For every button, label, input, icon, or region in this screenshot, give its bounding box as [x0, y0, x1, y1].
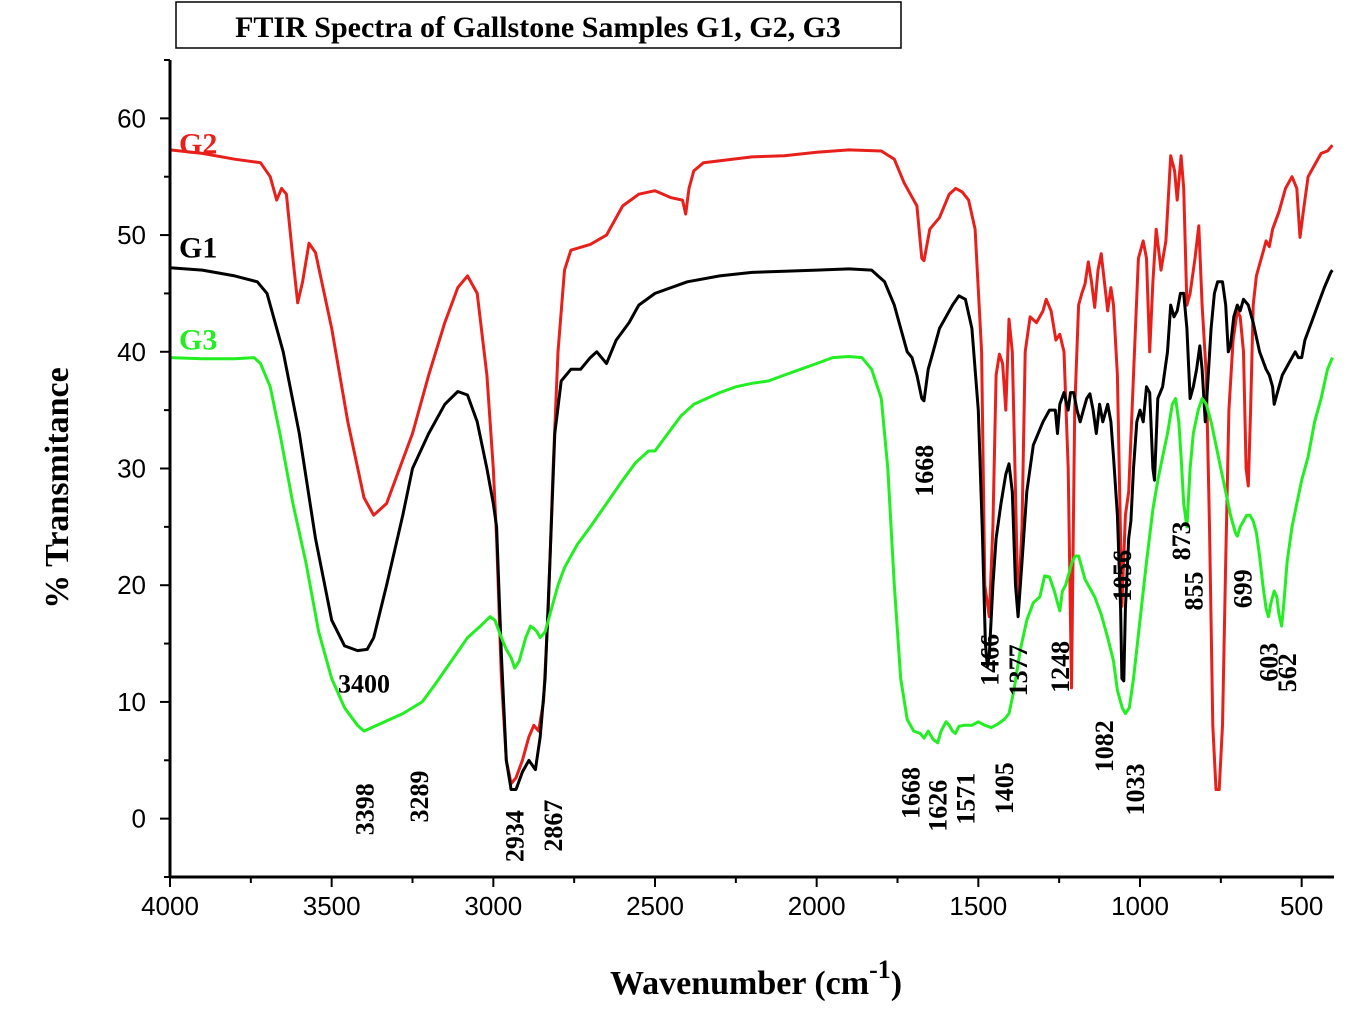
peak-label-3398: 3398 [351, 783, 380, 835]
series-label-g2: G2 [179, 127, 217, 160]
x-tick-label: 1500 [949, 891, 1007, 921]
x-tick-label: 2500 [626, 891, 684, 921]
peak-label-699: 699 [1229, 569, 1258, 608]
peak-label-3289: 3289 [405, 771, 434, 823]
peak-label-1571: 1571 [951, 773, 980, 825]
peak-label-2867: 2867 [539, 800, 568, 852]
peak-label-3400: 3400 [338, 669, 390, 698]
peak-label-1405: 1405 [990, 762, 1019, 814]
peak-label-873: 873 [1167, 521, 1196, 560]
peak-label-2934: 2934 [501, 810, 530, 862]
peak-label-1082: 1082 [1090, 720, 1119, 772]
axes: 0 10 20 30 40 50 60 4000 3500 3000 2500 2000 1500 100… [117, 59, 1334, 921]
series-layer [169, 144, 1334, 791]
y-tick-label: 20 [117, 570, 146, 600]
x-axis-title-close: ) [891, 965, 902, 1002]
x-tick-label: 1000 [1111, 891, 1169, 921]
y-tick-label: 0 [132, 804, 146, 834]
peak-label-1033: 1033 [1121, 764, 1150, 816]
y-tick-label: 40 [117, 337, 146, 367]
peak-label-1056: 1056 [1108, 550, 1137, 602]
x-tick-label: 3000 [464, 891, 522, 921]
peak-label-1626: 1626 [924, 780, 953, 832]
x-axis-title-main: Wavenumber (cm [610, 965, 869, 1002]
y-tick-label: 30 [117, 454, 146, 484]
series-label-g3: G3 [179, 323, 217, 356]
y-tick-label: 60 [117, 103, 146, 133]
peak-label-603: 603 [1254, 643, 1283, 682]
peak-label-1377: 1377 [1004, 644, 1033, 696]
y-tick-label: 10 [117, 687, 146, 717]
x-axis-title-superscript: -1 [869, 955, 891, 984]
x-tick-label: 2000 [788, 891, 846, 921]
peak-label-562: 562 [1273, 653, 1302, 692]
series-line-g3 [169, 355, 1334, 745]
peak-label-1248: 1248 [1046, 641, 1075, 693]
peak-label-1668: 1668 [896, 767, 925, 819]
x-tick-label: 4000 [141, 891, 199, 921]
chart-title: FTIR Spectra of Gallstone Samples G1, G2… [235, 11, 841, 44]
x-tick-label: 500 [1280, 891, 1323, 921]
series-label-g1: G1 [179, 231, 217, 264]
peak-label-1466: 1466 [975, 634, 1004, 686]
y-axis-title: % Transmitance [39, 367, 76, 608]
peak-label-1668: 1668 [910, 445, 939, 497]
x-axis-title: Wavenumber (cm-1) [610, 955, 902, 1002]
series-line-g1 [169, 266, 1334, 791]
x-tick-label: 3500 [303, 891, 361, 921]
y-tick-label: 50 [117, 220, 146, 250]
title-box: FTIR Spectra of Gallstone Samples G1, G2… [175, 1, 902, 49]
peak-label-855: 855 [1180, 572, 1209, 611]
